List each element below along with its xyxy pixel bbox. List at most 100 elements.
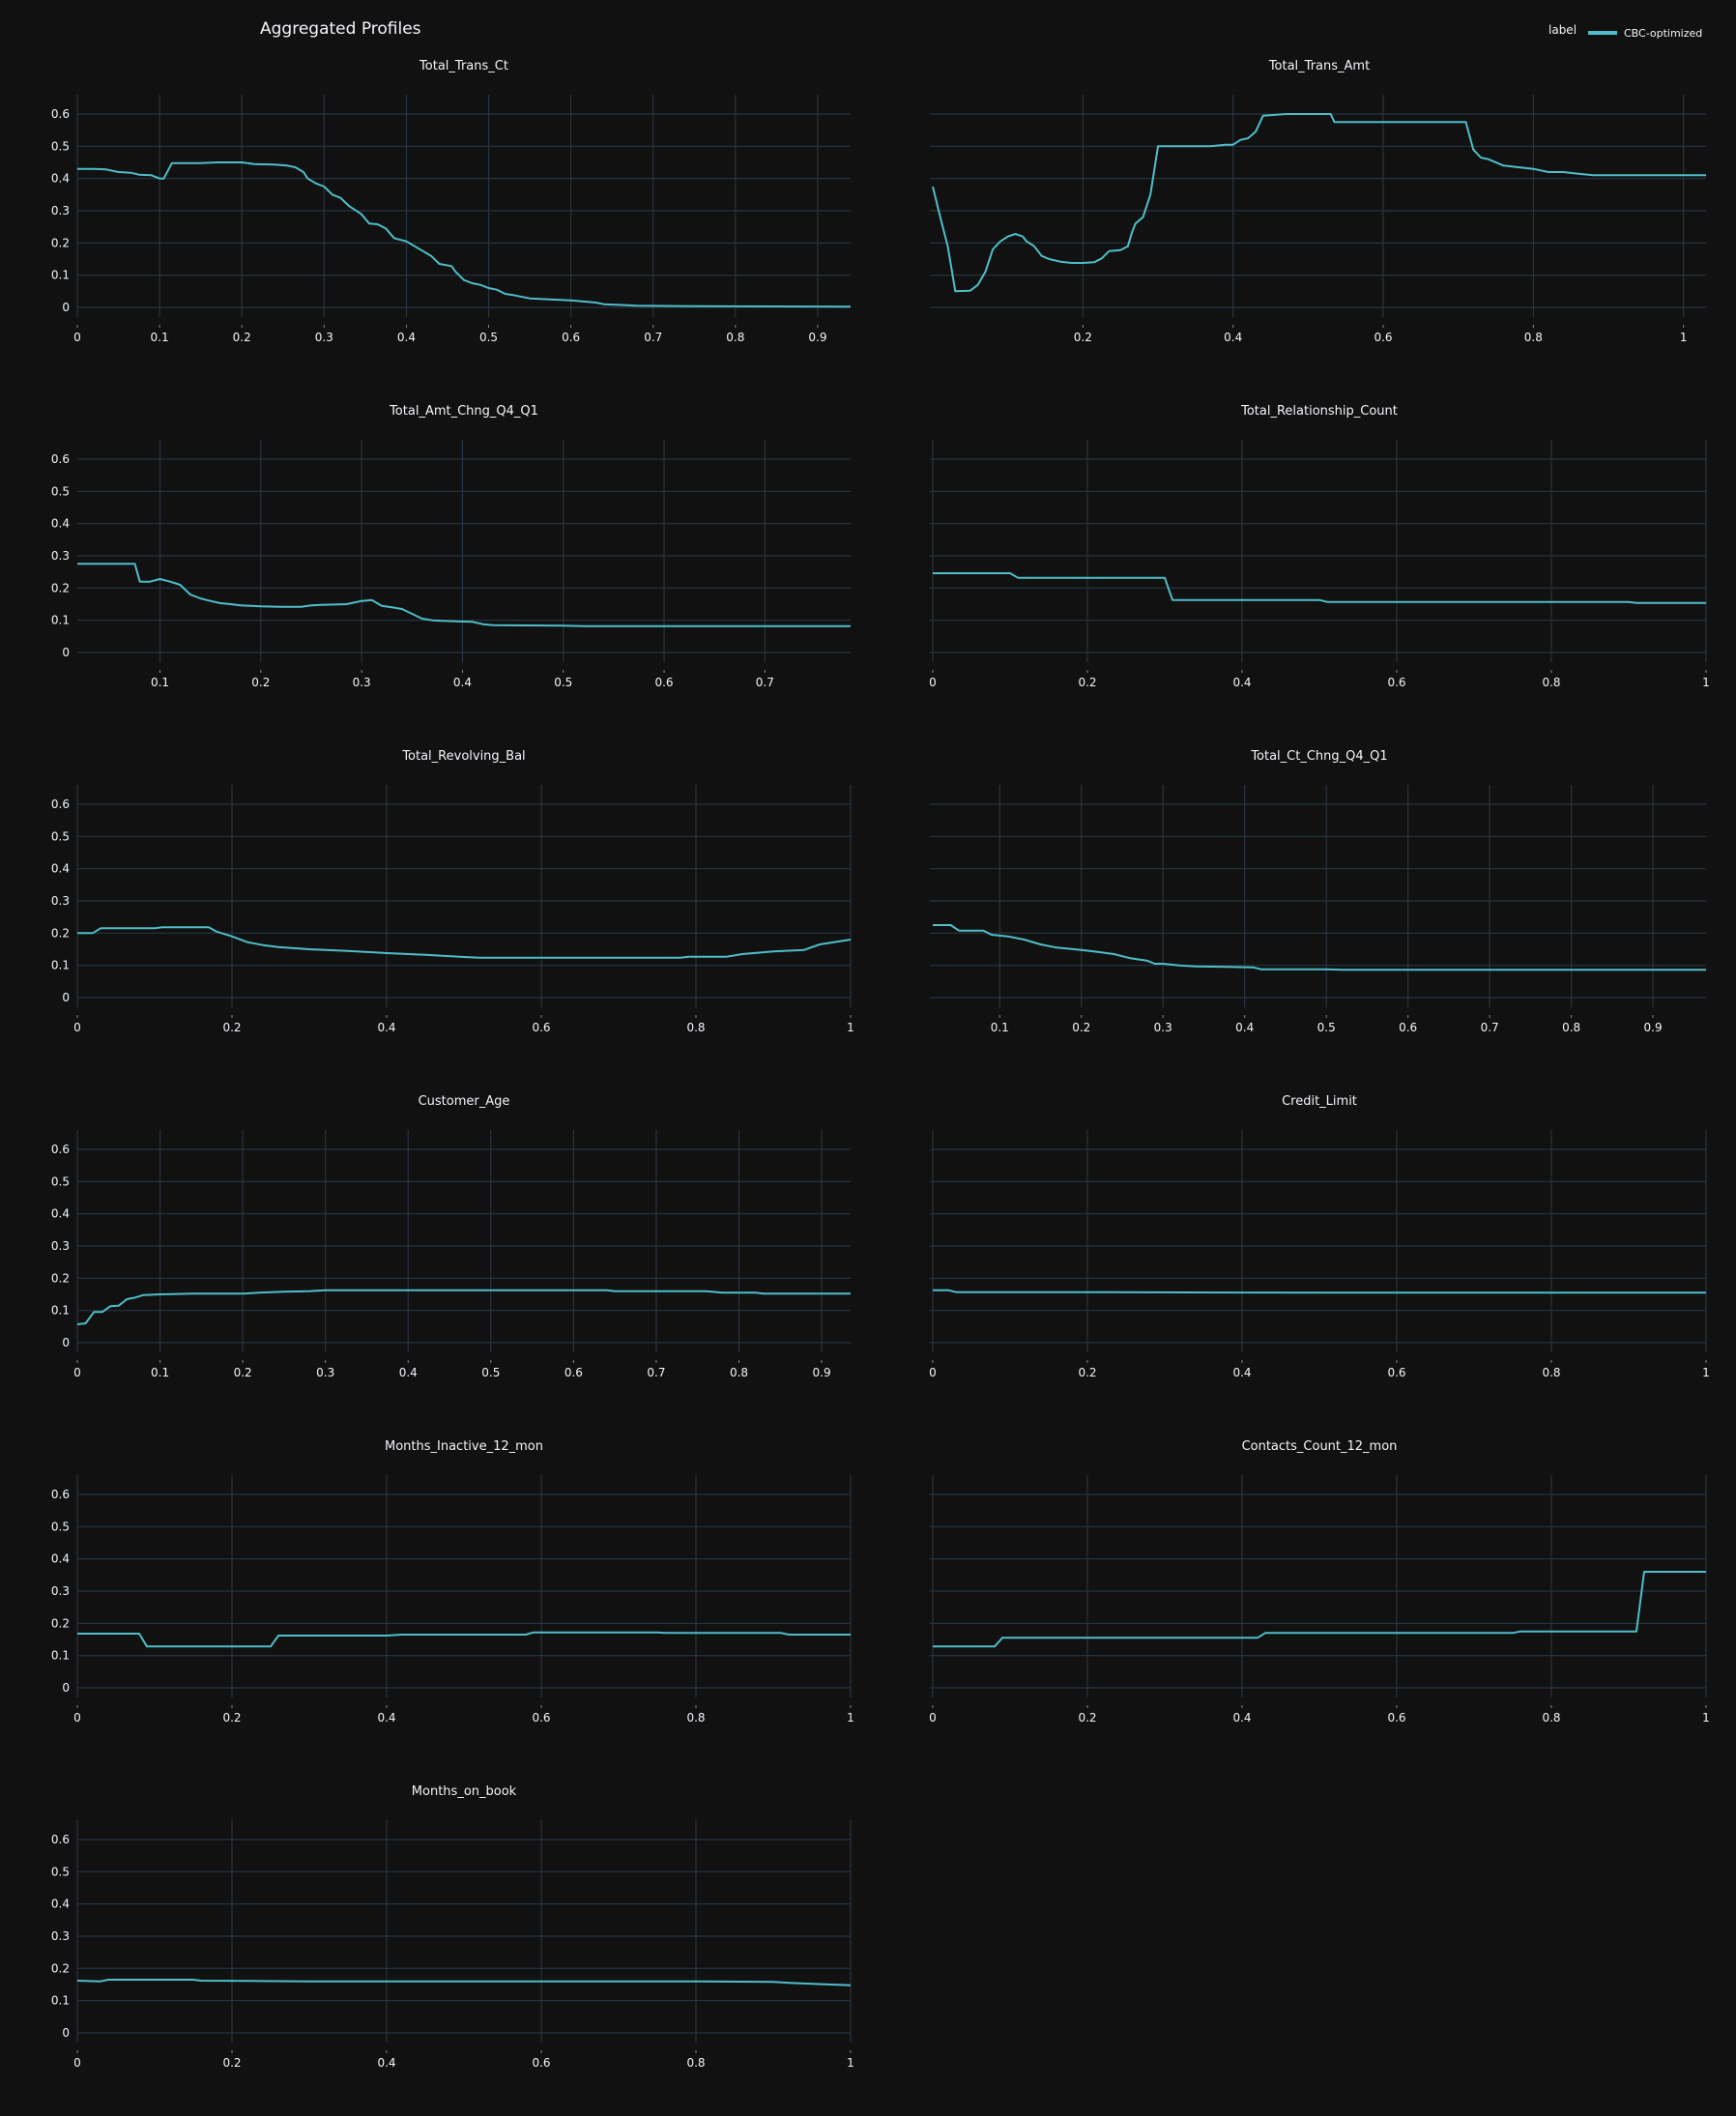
series-line-CBC-optimized[interactable] — [933, 1571, 1706, 1648]
x-tick-label: 0.1 — [151, 331, 169, 344]
y-tick-label: 0 — [62, 991, 70, 1004]
series-line-CBC-optimized[interactable] — [933, 924, 1706, 971]
series-line-CBC-optimized[interactable] — [77, 1631, 851, 1648]
y-tick-label: 0.5 — [51, 1174, 70, 1188]
x-tick-label: 0.5 — [481, 1366, 500, 1379]
x-tick-label: 0.2 — [234, 1366, 252, 1379]
x-tick-label: 0.3 — [1154, 1021, 1172, 1034]
legend-swatch-icon[interactable] — [1588, 28, 1617, 38]
legend-entry-label[interactable]: CBC-optimized — [1624, 27, 1703, 40]
x-tick-label: 0.7 — [647, 1366, 665, 1379]
subplot-Total_Ct_Chng_Q4_Q1: 0.1 0.2 0.3 0.4 0.5 0.6 0.7 0.8 0.9 Total_Ct_Chng… — [930, 749, 1706, 1034]
x-tick-label: 0 — [929, 1366, 937, 1379]
x-tick-label: 0.6 — [564, 1366, 583, 1379]
x-tick-label: 0.8 — [1542, 1366, 1560, 1379]
series-line-CBC-optimized[interactable] — [76, 1979, 852, 1986]
x-tick-label: 0.8 — [686, 1711, 705, 1725]
x-tick-label: 0.6 — [562, 331, 580, 344]
subplot-title: Total_Revolving_Bal — [401, 749, 525, 764]
x-tick-label: 1 — [1702, 676, 1710, 689]
subplot-title: Total_Trans_Ct — [419, 59, 508, 73]
x-tick-label: 0.8 — [1524, 331, 1543, 344]
x-tick-label: 0.4 — [377, 1021, 395, 1034]
x-tick-label: 0.4 — [1224, 331, 1242, 344]
x-tick-label: 0.5 — [1317, 1021, 1336, 1034]
x-tick-label: 0.4 — [377, 1711, 395, 1725]
series-line-CBC-optimized[interactable] — [933, 572, 1706, 604]
x-tick-label: 0.1 — [151, 1366, 169, 1379]
subplot-Total_Revolving_Bal: 0 0.1 0.2 0.3 0.4 0.5 0.6 0 0.2 0.4 0.6 0.8 1 Total_R… — [51, 749, 854, 1034]
subplot-Customer_Age: 0 0.1 0.2 0.3 0.4 0.5 0.6 0 0.1 0.2 0.3 0.4 0.5 0.6 0.… — [51, 1094, 851, 1379]
x-tick-label: 0.4 — [1232, 1366, 1251, 1379]
subplot-Total_Trans_Ct: 0 0.1 0.2 0.3 0.4 0.5 0.6 0 0.1 0.2 0.3 0.4 0.5 0.6 0.… — [51, 59, 852, 344]
x-tick-label: 0.4 — [377, 2056, 395, 2070]
x-tick-label: 0.7 — [756, 676, 774, 689]
subplot-Months_Inactive_12_mon: 0 0.1 0.2 0.3 0.4 0.5 0.6 0 0.2 0.4 0.6 0.8 1 Months_… — [51, 1439, 854, 1725]
y-tick-label: 0.5 — [51, 829, 70, 843]
x-tick-label: 0.6 — [1374, 331, 1392, 344]
series-line-CBC-optimized[interactable] — [77, 161, 852, 308]
y-tick-label: 0.2 — [51, 581, 70, 594]
y-tick-label: 0 — [62, 1336, 70, 1349]
series-line-CBC-optimized[interactable] — [77, 563, 851, 627]
subplot-Total_Relationship_Count: 0 0.2 0.4 0.6 0.8 1 Total_Relationship_Count — [929, 404, 1710, 689]
x-tick-label: 0.9 — [1644, 1021, 1663, 1034]
y-tick-label: 0.2 — [51, 236, 70, 249]
x-tick-label: 0.1 — [991, 1021, 1009, 1034]
x-tick-label: 0 — [929, 1711, 937, 1725]
x-tick-label: 0.9 — [808, 331, 826, 344]
x-tick-label: 0.4 — [397, 331, 416, 344]
x-tick-label: 0.7 — [644, 331, 662, 344]
series-line-CBC-optimized[interactable] — [76, 1289, 851, 1325]
y-tick-label: 0.4 — [51, 1898, 70, 1911]
series-line-CBC-optimized[interactable] — [932, 113, 1706, 293]
subplot-Total_Trans_Amt: 0.2 0.4 0.6 0.8 1 Total_Trans_Amt — [930, 59, 1706, 344]
subplot-title: Months_Inactive_12_mon — [385, 1439, 543, 1454]
x-tick-label: 0.2 — [222, 2056, 241, 2070]
y-tick-label: 0.4 — [51, 1207, 70, 1221]
x-tick-label: 0.2 — [251, 676, 270, 689]
x-tick-label: 0.2 — [233, 331, 251, 344]
y-tick-label: 0.6 — [51, 1143, 70, 1156]
y-tick-label: 0.3 — [51, 894, 70, 908]
x-tick-label: 0.6 — [532, 1021, 550, 1034]
x-tick-label: 0.6 — [1387, 1366, 1405, 1379]
series-line-CBC-optimized[interactable] — [933, 1289, 1706, 1294]
x-tick-label: 0.4 — [1232, 1711, 1251, 1725]
x-tick-label: 0.8 — [1542, 676, 1560, 689]
y-tick-label: 0.5 — [51, 1865, 70, 1878]
x-tick-label: 0.6 — [1399, 1021, 1417, 1034]
y-tick-label: 0.4 — [51, 862, 70, 876]
x-tick-label: 1 — [1702, 1711, 1710, 1725]
x-tick-label: 0.8 — [726, 331, 744, 344]
y-tick-label: 0.1 — [51, 959, 70, 972]
x-tick-label: 0 — [929, 676, 937, 689]
subplot-title: Total_Relationship_Count — [1240, 404, 1398, 419]
subplot-title: Credit_Limit — [1282, 1094, 1357, 1109]
x-tick-label: 0 — [73, 331, 81, 344]
x-tick-label: 0.7 — [1481, 1021, 1499, 1034]
y-tick-label: 0.6 — [51, 1833, 70, 1846]
subplot-Credit_Limit: 0 0.2 0.4 0.6 0.8 1 Credit_Limit — [929, 1094, 1710, 1379]
x-tick-label: 0 — [73, 2056, 81, 2070]
x-tick-label: 0.8 — [686, 2056, 705, 2070]
y-tick-label: 0.1 — [51, 1649, 70, 1663]
x-tick-label: 0.2 — [222, 1711, 241, 1725]
figure-title: Aggregated Profiles — [260, 19, 421, 39]
y-tick-label: 0.3 — [51, 204, 70, 217]
y-tick-label: 0 — [62, 1681, 70, 1695]
y-tick-label: 0.2 — [51, 1616, 70, 1630]
x-tick-label: 0.2 — [1078, 1711, 1096, 1725]
y-tick-label: 0 — [62, 2026, 70, 2040]
x-tick-label: 0.6 — [654, 676, 673, 689]
y-tick-label: 0.4 — [51, 517, 70, 531]
x-tick-label: 0.3 — [316, 1366, 334, 1379]
x-tick-label: 0.2 — [1078, 676, 1096, 689]
y-tick-label: 0.6 — [51, 107, 70, 121]
subplot-Contacts_Count_12_mon: 0 0.2 0.4 0.6 0.8 1 Contacts_Count_12_mon — [929, 1439, 1710, 1725]
y-tick-label: 0.2 — [51, 926, 70, 940]
x-tick-label: 0.8 — [686, 1021, 705, 1034]
series-line-CBC-optimized[interactable] — [77, 926, 852, 959]
x-tick-label: 1 — [847, 1711, 854, 1725]
subplot-Total_Amt_Chng_Q4_Q1: 0 0.1 0.2 0.3 0.4 0.5 0.6 0.1 0.2 0.3 0.4 0.5 0.6 0.7… — [51, 404, 851, 689]
